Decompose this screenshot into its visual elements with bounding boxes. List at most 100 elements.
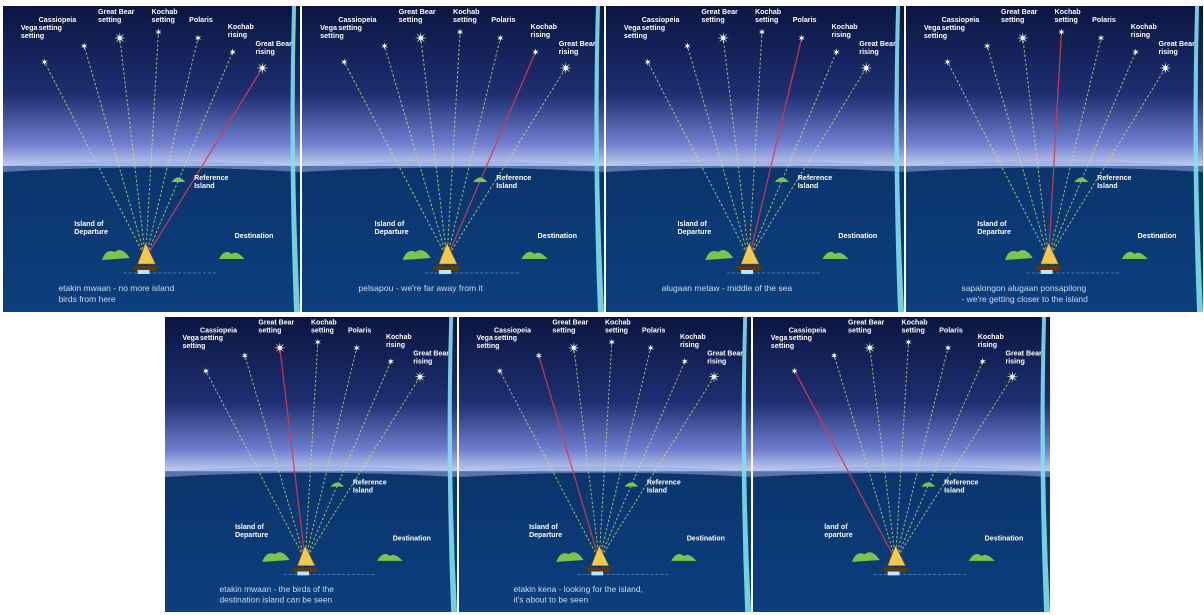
canoe [131,242,160,271]
star-great-bear-setting [274,342,286,354]
destination-island [218,251,245,259]
label-island-of-departure: Island of Departure [374,219,408,236]
sight-line-great-bear-setting [420,37,448,259]
label-destination: Destination [1138,232,1177,240]
star-great-bear-setting [113,32,126,44]
label-great-bear-rising: Great Bear rising [1005,351,1042,366]
star-polaris [497,34,504,42]
canoe [1034,242,1063,271]
sight-line-vega [499,370,600,561]
ocean [459,471,751,612]
star-great-bear-setting [717,32,730,44]
canoe [291,544,319,573]
night-sky [302,6,604,168]
label-kochab-setting: Kochab setting [152,8,179,24]
star-cassiopeia [984,42,991,50]
label-great-bear-setting: Great Bear setting [1001,8,1038,24]
star-compass-panel-4: Vega setting Cassiopeia setting Great Bear se… [906,6,1203,312]
label-vega: Vega setting [924,24,947,40]
star-compass-panel-7: Vega setting Cassiopeia setting Great Bear se… [753,317,1050,612]
label-island-of-departure: Island of Departure [74,220,108,236]
star-kochab-setting [1058,28,1065,36]
sight-line-kochab-rising [1048,51,1137,259]
star-vega [496,367,503,375]
label-island-of-departure: Island of Departure [678,220,712,236]
star-polaris [647,344,654,352]
horizon-glow [906,161,1203,172]
label-reference-island: Reference Island [353,480,387,495]
star-compass-panel-1: Vega setting Cassiopeia setting Great Bear se… [3,6,300,312]
label-great-bear-rising: Great Bear rising [413,351,449,366]
canoe [585,544,613,573]
ocean [906,166,1203,312]
island-of-departure [102,250,130,260]
sight-line-vega [205,370,306,561]
label-kochab-setting: Kochab setting [902,320,928,335]
sight-line-polaris [304,347,358,561]
label-great-bear-rising: Great Bear rising [859,40,896,56]
sight-line-great-bear-setting [869,347,897,560]
reference-island [774,177,789,182]
destination-island [377,554,403,561]
sight-line-great-bear-setting-reference [279,347,306,561]
sight-line-cassiopeia [833,355,897,561]
caption: alugaan metaw - middle of the sea [662,283,793,293]
reference-island [171,177,186,182]
sight-line-kochab-rising [748,51,837,259]
sight-line-great-bear-rising [748,67,867,259]
label-kochab-setting: Kochab setting [755,8,782,24]
star-polaris [353,344,360,352]
reference-island [1074,177,1089,182]
label-polaris: Polaris [642,327,665,334]
sight-line-cassiopeia-reference [538,355,600,561]
label-destination: Destination [538,231,577,240]
star-great-bear-rising [1159,62,1172,74]
night-sky [753,317,1050,474]
destination-island [671,554,697,561]
label-kochab-rising: Kochab rising [680,334,706,349]
label-reference-island: Reference Island [798,174,833,190]
star-polaris [798,34,805,42]
label-great-bear-setting: Great Bear setting [399,7,436,24]
label-cassiopeia: Cassiopeia setting [642,16,681,32]
caption: etakin mwaan - the birds of the destinati… [220,584,335,605]
night-sky [906,6,1203,168]
caption: pelsapou - we're far away from it [358,283,483,293]
label-island-of-departure: Island of Departure [977,220,1011,236]
island-of-departure [852,552,880,562]
star-great-bear-setting [863,342,876,354]
sight-line-kochab-setting-reference [1047,31,1063,259]
caption: sapalongon alugaan ponsapilong - we're ge… [961,283,1088,304]
label-island-of-departure: land of eparture [824,524,853,539]
star-vega [341,58,348,66]
sight-line-great-bear-rising [446,67,567,259]
reference-island [473,177,488,182]
star-vega [202,367,209,375]
label-great-bear-rising: Great Bear rising [255,40,292,56]
label-reference-island: Reference Island [1097,174,1131,190]
sight-line-cassiopeia [986,45,1050,259]
sight-line-kochab-setting [895,342,909,560]
star-compass-panel-5: Vega setting Cassiopeia setting Great Bear se… [165,317,457,612]
label-reference-island: Reference Island [194,174,228,190]
canoe [432,242,462,271]
star-cassiopeia [381,42,388,50]
ocean [165,471,457,612]
voyage-position-marker [887,571,900,576]
star-compass-panel-6: Vega setting Cassiopeia setting Great Bear se… [459,317,751,612]
sight-line-vega-reference [794,370,897,561]
star-kochab-rising [833,48,840,56]
label-vega: Vega setting [624,24,647,40]
star-kochab-setting [758,28,766,36]
label-reference-island: Reference Island [496,173,531,190]
label-vega: Vega setting [477,335,500,350]
sight-line-polaris-reference [748,37,803,259]
destination-island [1121,251,1148,259]
label-polaris: Polaris [793,16,817,24]
horizon-glow [3,161,300,172]
sight-line-kochab-rising [895,361,984,561]
star-great-bear-rising [414,370,426,383]
